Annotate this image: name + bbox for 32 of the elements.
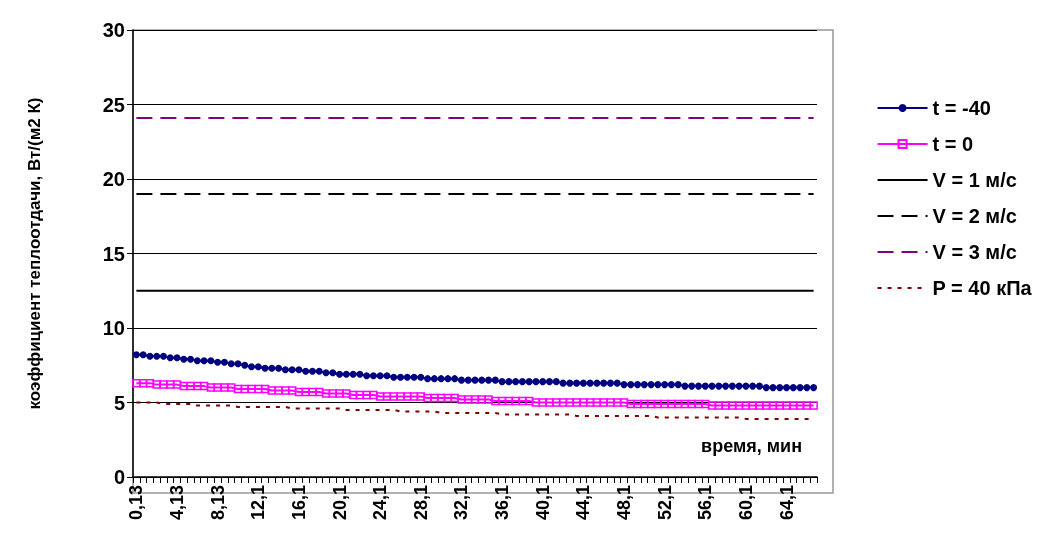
x-tick-label: 12,1: [248, 485, 269, 521]
y-tick-label: 15: [102, 242, 125, 265]
y-tick-label: 5: [113, 391, 125, 414]
x-tick-label: 4,13: [167, 485, 188, 521]
y-tick-label: 0: [113, 466, 125, 488]
x-tick-label: 64,1: [776, 485, 797, 521]
y-tick-label: 10: [102, 317, 125, 339]
y-tick-label: 30: [102, 19, 125, 41]
legend-label: V = 3 м/с: [932, 241, 1017, 263]
y-axis-title: коэффициент теплоотдачи, Вт/(м2 К): [25, 97, 44, 410]
legend-label: P = 40 кПа: [932, 277, 1033, 299]
legend-label: V = 2 м/с: [932, 205, 1017, 227]
x-tick-label: 32,1: [451, 485, 472, 521]
legend-label: V = 1 м/с: [932, 169, 1017, 191]
legend-label: t = -40: [932, 97, 991, 119]
x-tick-label: 60,1: [735, 485, 756, 521]
x-tick-label: 44,1: [573, 485, 594, 521]
x-tick-label: 20,1: [329, 485, 350, 521]
x-tick-label: 48,1: [613, 485, 634, 521]
x-tick-label: 8,13: [207, 485, 228, 521]
x-tick-label: 40,1: [532, 485, 553, 521]
y-tick-label: 20: [102, 168, 125, 190]
x-tick-label: 56,1: [695, 485, 716, 521]
y-tick-label: 25: [102, 93, 125, 116]
x-tick-label: 52,1: [654, 485, 675, 521]
legend-label: t = 0: [932, 133, 974, 155]
x-tick-label: 36,1: [492, 485, 513, 521]
x-tick-label: 28,1: [410, 485, 431, 521]
x-axis-title: время, мин: [701, 436, 803, 456]
x-tick-label: 24,1: [370, 485, 391, 521]
x-tick-label: 16,1: [288, 485, 309, 521]
x-tick-label: 0,13: [126, 485, 147, 521]
